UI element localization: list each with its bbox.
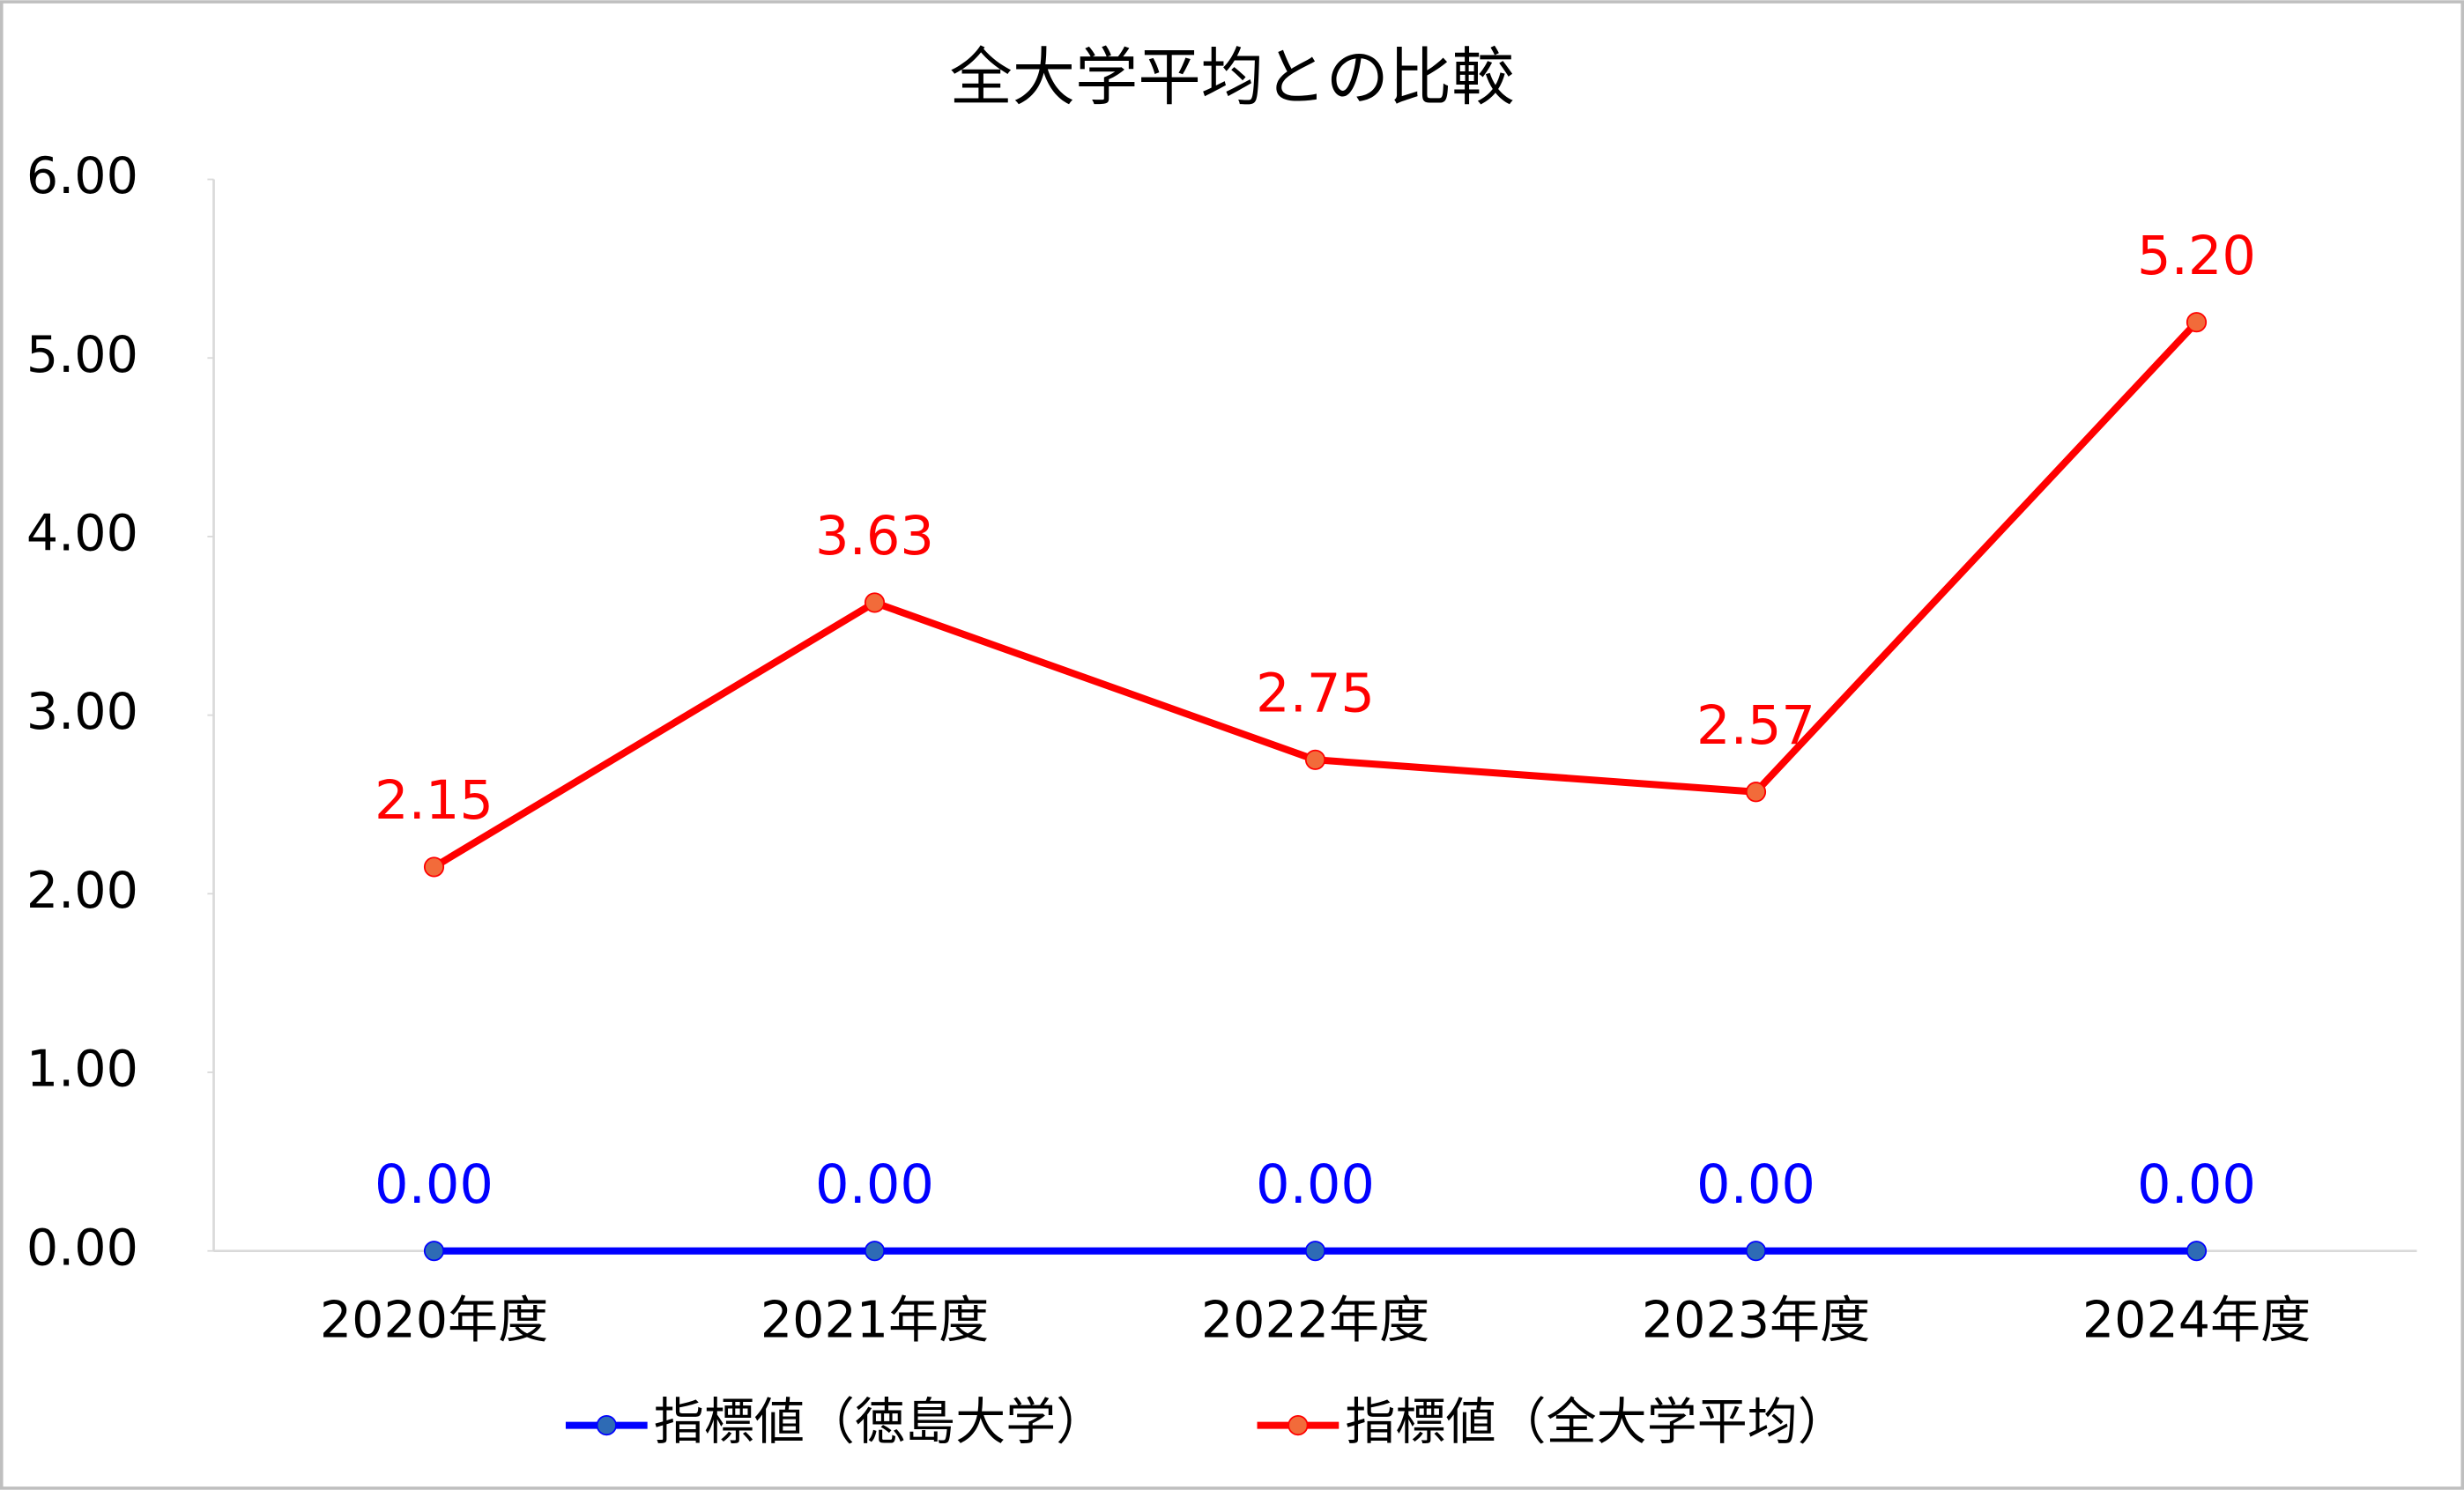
data-label: 0.00 <box>375 1154 494 1216</box>
data-point <box>423 1241 445 1262</box>
legend-marker <box>596 1415 617 1436</box>
data-label: 0.00 <box>2137 1154 2256 1216</box>
x-tick-label: 2020年度 <box>320 1291 548 1349</box>
legend-marker <box>1288 1415 1309 1436</box>
data-point <box>423 856 445 878</box>
y-tick-label: 6.00 <box>26 147 138 205</box>
data-label: 0.00 <box>1256 1154 1375 1216</box>
data-point <box>2186 312 2208 333</box>
legend-label: 指標値（全大学平均） <box>1345 1393 1847 1451</box>
x-tick-label: 2022年度 <box>1201 1291 1429 1349</box>
y-tick-label: 1.00 <box>26 1041 138 1099</box>
y-tick-label: 4.00 <box>26 505 138 563</box>
y-tick-label: 2.00 <box>26 862 138 920</box>
data-label: 0.00 <box>815 1154 934 1216</box>
x-tick-label: 2024年度 <box>2082 1291 2311 1349</box>
legend-label: 指標値（徳島大学） <box>654 1393 1106 1451</box>
y-tick-label: 0.00 <box>26 1219 138 1277</box>
data-label: 3.63 <box>815 506 934 567</box>
data-label: 5.20 <box>2137 226 2256 287</box>
x-tick-label: 2023年度 <box>1642 1291 1870 1349</box>
data-label: 2.75 <box>1256 663 1375 725</box>
data-point <box>864 592 886 613</box>
y-tick-label: 3.00 <box>26 683 138 741</box>
data-point <box>1745 782 1767 803</box>
data-label: 2.15 <box>375 770 494 832</box>
data-point <box>864 1241 886 1262</box>
x-tick-label: 2021年度 <box>761 1291 989 1349</box>
data-point <box>1745 1241 1767 1262</box>
data-point <box>1304 749 1326 770</box>
data-label: 2.57 <box>1696 695 1815 757</box>
data-label: 0.00 <box>1696 1154 1815 1216</box>
chart-title: 全大学平均との比較 <box>949 41 1514 115</box>
data-point <box>1304 1241 1326 1262</box>
y-tick-label: 5.00 <box>26 326 138 384</box>
data-point <box>2186 1241 2208 1262</box>
